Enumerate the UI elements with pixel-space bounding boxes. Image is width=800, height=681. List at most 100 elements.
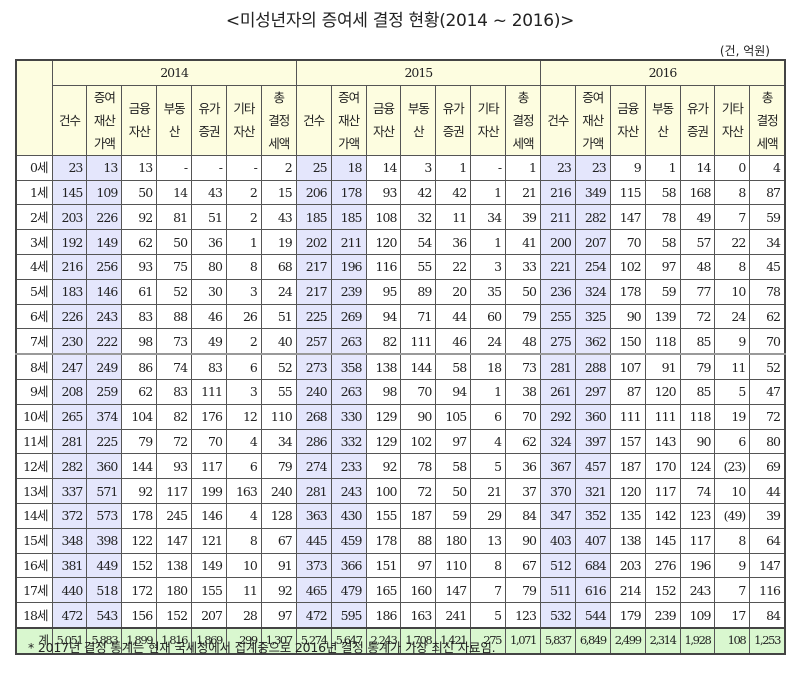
value-cell: 255 [539,303,576,330]
value-cell: 200 [539,229,576,255]
value-cell: 14 [156,179,193,206]
table-row: 10세 265 374 104 82 176 12 110 268 330 129 90 105 6 70 2… [15,403,786,430]
value-cell: 34 [470,204,507,231]
value-cell: 226 [51,303,88,330]
value-cell: 532 [539,602,576,629]
value-cell: 178 [365,527,402,554]
value-cell: 273 [295,353,332,380]
value-cell: 211 [539,204,576,231]
column-header: 금융 자산 [609,84,646,156]
value-cell: 5,837 [539,626,576,655]
value-cell: 47 [749,378,786,405]
value-cell: 1,253 [749,626,786,655]
value-cell: 202 [295,229,332,255]
value-cell: 79 [260,453,297,480]
value-cell: 45 [749,253,786,280]
value-cell: 94 [435,378,472,405]
value-cell: 286 [295,428,332,455]
value-cell: 180 [156,577,193,604]
value-cell: 151 [365,552,402,579]
value-cell: 275 [539,328,576,356]
value-cell: 102 [400,428,437,455]
value-cell: 233 [330,453,367,480]
value-cell: 68 [260,253,297,280]
value-cell: 1,816 [156,626,193,655]
value-cell: 236 [539,278,576,305]
value-cell: 216 [539,179,576,206]
value-cell: 256 [86,253,123,280]
value-cell: 109 [679,602,716,629]
value-cell: 325 [574,303,611,330]
value-cell: 372 [51,502,88,529]
column-header: 건수 [539,84,576,156]
value-cell: 73 [156,328,193,356]
value-cell: 2,243 [365,626,402,655]
value-cell: 115 [609,179,646,206]
value-cell: 147 [749,552,786,579]
value-cell: 152 [121,552,158,579]
value-cell: 117 [156,478,193,504]
value-cell: 70 [191,428,227,455]
value-cell: 1,421 [435,626,472,655]
value-cell: 187 [609,453,646,480]
value-cell: 97 [644,253,681,280]
value-cell: 90 [505,527,541,554]
value-cell: 268 [295,403,332,430]
value-cell: 172 [121,577,158,604]
value-cell: 67 [505,552,541,579]
column-header: 부동 산 [156,84,193,156]
value-cell: 93 [156,453,193,480]
value-cell: 92 [121,204,158,231]
value-cell: 216 [51,253,88,280]
table-row: 4세 216 256 93 75 80 8 68 217 196 116 55 22 3 33 221 254 1… [15,253,786,280]
value-cell: 64 [749,527,786,554]
value-cell: 117 [191,453,227,480]
value-cell: 214 [609,577,646,604]
value-cell: 43 [191,179,227,206]
value-cell: 54 [400,229,437,255]
value-cell: 155 [191,577,227,604]
age-label: 5세 [15,278,53,305]
value-cell: 128 [260,502,297,529]
value-cell: 149 [191,552,227,579]
value-cell: 2 [260,154,297,181]
column-header: 금융 자산 [121,84,158,156]
value-cell: 58 [644,229,681,255]
column-header: 증여 재산 가액 [574,84,611,156]
value-cell: 543 [86,602,123,629]
value-cell: 1,071 [505,626,541,655]
value-cell: 363 [295,502,332,529]
value-cell: 472 [295,602,332,629]
value-cell: 92 [365,453,402,480]
value-cell: 1 [470,229,507,255]
value-cell: 100 [365,478,402,504]
value-cell: 147 [609,204,646,231]
value-cell: 2,314 [644,626,681,655]
value-cell: 407 [574,527,611,554]
value-cell: 10 [714,278,751,305]
value-cell: 6 [225,353,262,380]
value-cell: 179 [609,602,646,629]
age-label: 4세 [15,253,53,280]
value-cell: 156 [121,602,158,629]
value-cell: 1,307 [260,626,297,655]
value-cell: 98 [121,328,158,356]
value-cell: 178 [330,179,367,206]
value-cell: 239 [644,602,681,629]
value-cell: 50 [121,179,158,206]
value-cell: 138 [156,552,193,579]
value-cell: 178 [121,502,158,529]
value-cell: 135 [609,502,646,529]
value-cell: 225 [295,303,332,330]
value-cell: 25 [295,154,332,181]
value-cell: 243 [86,303,123,330]
value-cell: 116 [365,253,402,280]
value-cell: 207 [191,602,227,629]
value-cell: 78 [644,204,681,231]
value-cell: 157 [609,428,646,455]
column-header-row: 건수 증여 재산 가액 금융 자산 부동 산 유가 증권 기타 자산 총 결정 세액 건수 증여… [16,84,786,156]
value-cell: 75 [156,253,193,280]
value-cell: 459 [330,527,367,554]
value-cell: 44 [435,303,472,330]
value-cell: 88 [400,527,437,554]
